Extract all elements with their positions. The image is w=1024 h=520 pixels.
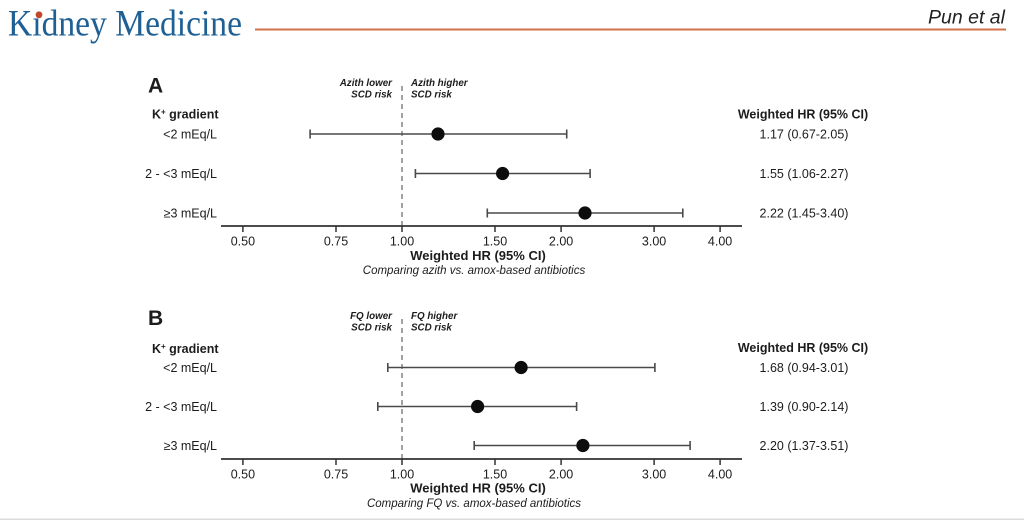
svg-text:0.50: 0.50 <box>231 235 255 249</box>
svg-text:3.00: 3.00 <box>642 235 666 249</box>
svg-text:1.55 (1.06-2.27): 1.55 (1.06-2.27) <box>760 167 849 181</box>
svg-text:2.22 (1.45-3.40): 2.22 (1.45-3.40) <box>760 207 849 221</box>
svg-text:3.00: 3.00 <box>642 468 666 482</box>
svg-text:SCD risk: SCD risk <box>411 90 452 101</box>
svg-text:Weighted HR (95% CI): Weighted HR (95% CI) <box>410 481 546 496</box>
svg-text:1.50: 1.50 <box>483 468 507 482</box>
svg-text:Weighted HR (95% CI): Weighted HR (95% CI) <box>410 248 546 263</box>
svg-text:Comparing FQ vs. amox-based an: Comparing FQ vs. amox-based antibiotics <box>367 498 581 510</box>
svg-text:FQ lower: FQ lower <box>350 311 393 322</box>
svg-text:FQ higher: FQ higher <box>411 311 458 322</box>
svg-text:Comparing azith vs. amox-based: Comparing azith vs. amox-based antibioti… <box>363 265 586 277</box>
svg-text:SCD risk: SCD risk <box>411 323 452 334</box>
svg-text:0.75: 0.75 <box>324 468 348 482</box>
svg-text:<2 mEq/L: <2 mEq/L <box>163 361 217 375</box>
svg-text:2.00: 2.00 <box>549 235 573 249</box>
svg-text:K+ gradient: K+ gradient <box>152 342 219 356</box>
svg-text:SCD risk: SCD risk <box>351 90 392 101</box>
svg-text:A: A <box>148 75 163 98</box>
svg-text:2 - <3 mEq/L: 2 - <3 mEq/L <box>145 167 217 181</box>
svg-text:SCD risk: SCD risk <box>351 323 392 334</box>
svg-text:≥3 mEq/L: ≥3 mEq/L <box>164 439 217 453</box>
svg-text:2 - <3 mEq/L: 2 - <3 mEq/L <box>145 400 217 414</box>
svg-text:B: B <box>148 307 163 330</box>
svg-text:≥3 mEq/L: ≥3 mEq/L <box>164 207 217 221</box>
svg-text:1.00: 1.00 <box>390 468 414 482</box>
svg-text:2.20 (1.37-3.51): 2.20 (1.37-3.51) <box>760 439 849 453</box>
svg-text:1.17 (0.67-2.05): 1.17 (0.67-2.05) <box>760 128 849 142</box>
svg-text:1.50: 1.50 <box>483 235 507 249</box>
svg-text:1.39 (0.90-2.14): 1.39 (0.90-2.14) <box>760 400 849 414</box>
svg-text:1.00: 1.00 <box>390 235 414 249</box>
svg-text:4.00: 4.00 <box>708 235 732 249</box>
svg-text:1.68 (0.94-3.01): 1.68 (0.94-3.01) <box>760 361 849 375</box>
svg-text:<2 mEq/L: <2 mEq/L <box>163 128 217 142</box>
svg-text:Weighted HR (95% CI): Weighted HR (95% CI) <box>738 341 868 355</box>
svg-text:0.50: 0.50 <box>231 468 255 482</box>
svg-text:Weighted HR (95% CI): Weighted HR (95% CI) <box>738 108 868 122</box>
svg-text:Azith lower: Azith lower <box>339 78 393 89</box>
svg-text:Kıdney Medicine: Kıdney Medicine <box>8 4 242 45</box>
svg-text:2.00: 2.00 <box>549 468 573 482</box>
svg-text:0.75: 0.75 <box>324 235 348 249</box>
svg-text:4.00: 4.00 <box>708 468 732 482</box>
svg-text:K+ gradient: K+ gradient <box>152 108 219 122</box>
svg-text:Azith higher: Azith higher <box>410 78 469 89</box>
svg-text:Pun et al: Pun et al <box>928 7 1006 29</box>
